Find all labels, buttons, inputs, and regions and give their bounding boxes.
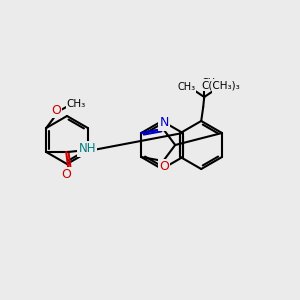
Text: CH₃: CH₃ <box>177 82 195 92</box>
Text: CH₃: CH₃ <box>201 78 219 88</box>
Text: N: N <box>160 116 169 130</box>
Text: CH₃: CH₃ <box>213 82 231 92</box>
Text: O: O <box>51 103 61 116</box>
Text: O: O <box>61 169 71 182</box>
Text: NH: NH <box>79 142 96 155</box>
Text: C(CH₃)₃: C(CH₃)₃ <box>202 80 241 90</box>
Text: O: O <box>159 160 169 173</box>
Text: CH₃: CH₃ <box>67 99 86 109</box>
